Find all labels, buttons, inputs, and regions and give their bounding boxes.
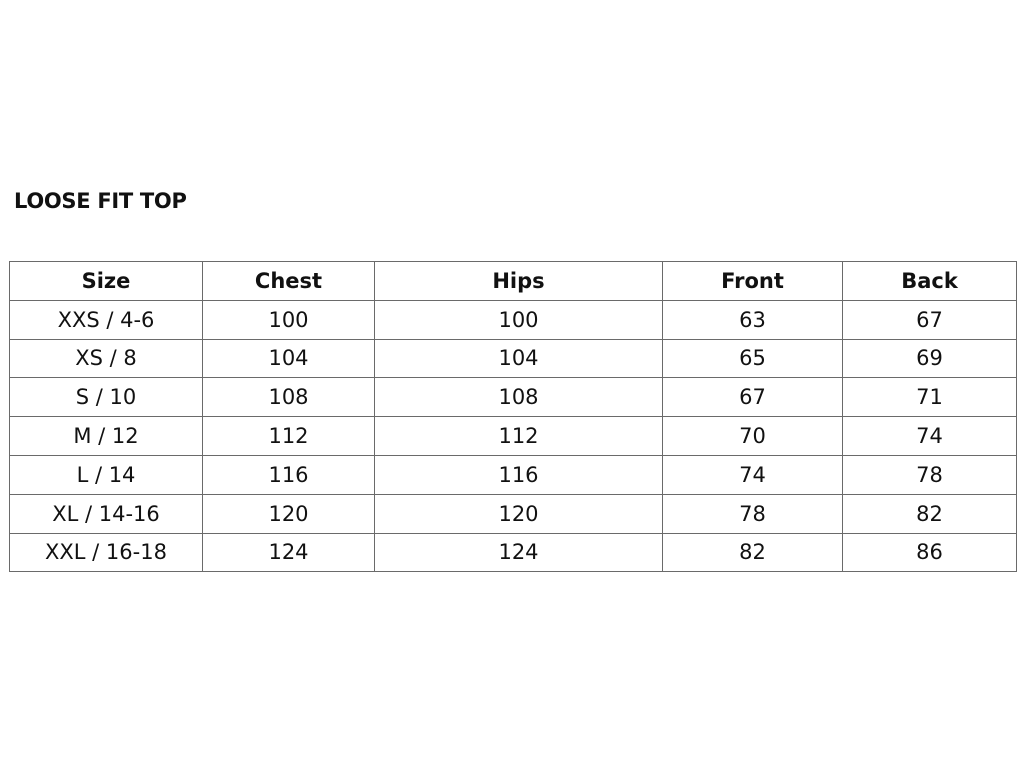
cell-front: 78 xyxy=(662,493,843,534)
cell-back: 69 xyxy=(842,338,1017,379)
cell-chest: 124 xyxy=(202,532,375,573)
size-chart-table: Size Chest Hips Front Back XXS / 4-6 100 1… xyxy=(9,261,1017,573)
cell-back: 74 xyxy=(842,416,1017,456)
cell-back: 67 xyxy=(842,299,1017,340)
page-title: LOOSE FIT TOP xyxy=(14,189,187,213)
header-hips: Hips xyxy=(374,261,663,301)
cell-back: 78 xyxy=(842,454,1017,495)
cell-front: 67 xyxy=(662,377,843,418)
table-row: S / 10 108 108 67 71 xyxy=(9,377,1017,418)
header-size: Size xyxy=(9,261,203,301)
table-row: M / 12 112 112 70 74 xyxy=(9,416,1017,456)
header-back: Back xyxy=(842,261,1017,301)
table-row: XXL / 16-18 124 124 82 86 xyxy=(9,532,1017,573)
header-front: Front xyxy=(662,261,843,301)
cell-size: XXL / 16-18 xyxy=(9,532,203,573)
cell-front: 74 xyxy=(662,454,843,495)
header-row: Size Chest Hips Front Back xyxy=(9,261,1017,301)
cell-chest: 112 xyxy=(202,416,375,456)
cell-front: 70 xyxy=(662,416,843,456)
cell-chest: 116 xyxy=(202,454,375,495)
cell-chest: 108 xyxy=(202,377,375,418)
cell-chest: 104 xyxy=(202,338,375,379)
cell-chest: 120 xyxy=(202,493,375,534)
cell-size: XXS / 4-6 xyxy=(9,299,203,340)
table-row: L / 14 116 116 74 78 xyxy=(9,454,1017,495)
cell-size: S / 10 xyxy=(9,377,203,418)
cell-front: 82 xyxy=(662,532,843,573)
header-chest: Chest xyxy=(202,261,375,301)
cell-hips: 116 xyxy=(374,454,663,495)
cell-front: 65 xyxy=(662,338,843,379)
cell-hips: 104 xyxy=(374,338,663,379)
cell-size: L / 14 xyxy=(9,454,203,495)
cell-hips: 112 xyxy=(374,416,663,456)
cell-front: 63 xyxy=(662,299,843,340)
cell-hips: 124 xyxy=(374,532,663,573)
cell-size: XL / 14-16 xyxy=(9,493,203,534)
table-row: XS / 8 104 104 65 69 xyxy=(9,338,1017,379)
cell-back: 86 xyxy=(842,532,1017,573)
cell-size: M / 12 xyxy=(9,416,203,456)
cell-size: XS / 8 xyxy=(9,338,203,379)
cell-hips: 100 xyxy=(374,299,663,340)
table-row: XL / 14-16 120 120 78 82 xyxy=(9,493,1017,534)
cell-back: 71 xyxy=(842,377,1017,418)
cell-back: 82 xyxy=(842,493,1017,534)
cell-chest: 100 xyxy=(202,299,375,340)
cell-hips: 120 xyxy=(374,493,663,534)
table-row: XXS / 4-6 100 100 63 67 xyxy=(9,299,1017,340)
cell-hips: 108 xyxy=(374,377,663,418)
